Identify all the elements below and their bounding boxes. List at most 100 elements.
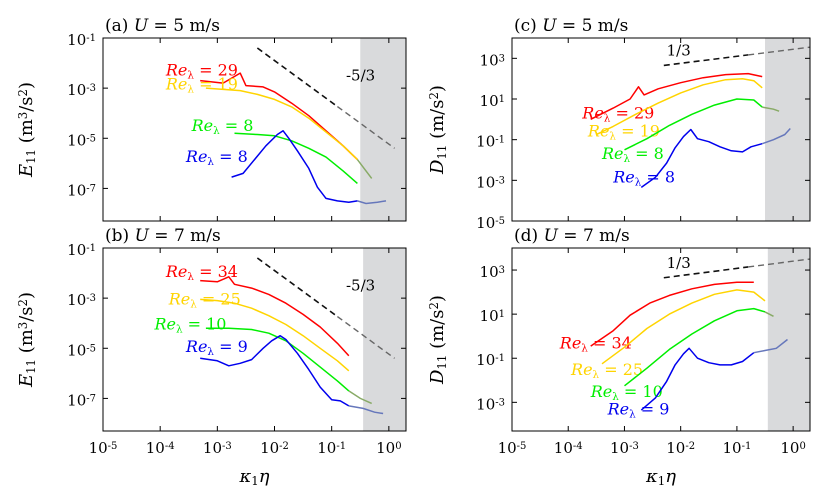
- series-label: Reλ = 8: [185, 147, 248, 168]
- y-tick-label: 10-1: [476, 351, 505, 369]
- x-tick-label: 10-2: [666, 439, 695, 457]
- series-extension: [357, 200, 387, 205]
- series-line: [231, 130, 358, 203]
- plot-frame: [511, 37, 811, 222]
- series-line: [601, 289, 766, 365]
- x-tick-label: 10-1: [317, 439, 346, 457]
- series-label: Reλ = 25: [168, 289, 241, 310]
- series-label: Reλ = 19: [165, 74, 238, 95]
- y-tick-label: 10-3: [67, 81, 96, 99]
- y-tick-label: 101: [480, 307, 505, 325]
- series-label: Reλ = 34: [165, 262, 238, 283]
- slope-label: 1/3: [667, 254, 691, 272]
- y-tick-label: 10-7: [67, 181, 96, 199]
- slope-line-extension: [336, 105, 395, 149]
- series-extension: [753, 338, 788, 354]
- y-tick-label: 10-3: [476, 173, 505, 191]
- series-line: [205, 87, 358, 161]
- x-tick-label: 10-3: [203, 439, 232, 457]
- y-tick-label: 103: [480, 51, 505, 69]
- series-line: [590, 281, 754, 347]
- series-line: [234, 132, 358, 184]
- series-label: Reλ = 8: [601, 144, 664, 165]
- series-line: [595, 77, 763, 136]
- slope-line-extension: [336, 315, 395, 359]
- panel-title: (c) U = 5 m/s: [514, 16, 628, 36]
- series-extension: [356, 159, 373, 179]
- series-extension: [348, 405, 384, 415]
- series-line: [200, 276, 350, 357]
- y-tick-label: 10-5: [476, 214, 505, 232]
- series-line: [590, 72, 763, 120]
- series-label: Reλ = 10: [590, 382, 663, 403]
- y-axis-label: E11 (m3/s2): [16, 82, 38, 178]
- slope-line-extension: [748, 46, 811, 56]
- series-label: Reλ = 10: [153, 314, 226, 335]
- x-axis-label: κ1η: [238, 466, 269, 488]
- x-tick-label: 100: [376, 439, 401, 457]
- shaded-region: [765, 38, 810, 221]
- series-line: [624, 307, 766, 387]
- x-tick-label: 10-5: [498, 439, 527, 457]
- plot-frame: [102, 37, 407, 222]
- x-tick-label: 10-2: [260, 439, 289, 457]
- series-extension: [761, 127, 791, 145]
- y-tick-label: 10-3: [67, 291, 96, 309]
- x-tick-label: 10-5: [89, 439, 118, 457]
- series-label: Reλ = 9: [607, 399, 670, 420]
- series-label: Reλ = 8: [612, 167, 675, 188]
- x-axis-label: κ1η: [645, 466, 676, 488]
- slope-label: 1/3: [667, 41, 691, 59]
- x-tick-label: 10-3: [610, 439, 639, 457]
- series-label: Reλ = 19: [587, 122, 660, 143]
- y-tick-label: 10-1: [67, 31, 96, 49]
- x-tick-label: 10-1: [722, 439, 751, 457]
- series-line: [640, 128, 763, 189]
- slope-line: [663, 54, 749, 67]
- series-label: Reλ = 34: [559, 333, 632, 354]
- slope-label: -5/3: [346, 277, 375, 295]
- series-line: [640, 347, 755, 411]
- series-line: [205, 327, 350, 392]
- panel-title: (b) U = 7 m/s: [105, 226, 221, 246]
- series-extension: [762, 106, 780, 112]
- shaded-region: [360, 38, 406, 221]
- panel-title: (a) U = 5 m/s: [105, 16, 220, 36]
- y-axis-label: E11 (m3/s2): [16, 292, 38, 388]
- series-label: Reλ = 8: [191, 116, 254, 137]
- y-axis-label: D11 (m/s2): [427, 85, 449, 175]
- panel-title: (d) U = 7 m/s: [514, 226, 630, 246]
- x-tick-label: 100: [780, 439, 805, 457]
- plot-frame: [102, 247, 407, 432]
- x-tick-label: 10-4: [146, 439, 175, 457]
- series-line: [200, 298, 350, 372]
- shaded-region: [767, 248, 810, 431]
- x-tick-label: 10-4: [554, 439, 583, 457]
- y-tick-label: 10-5: [67, 341, 96, 359]
- y-tick-label: 101: [480, 92, 505, 110]
- series-extension: [348, 390, 373, 405]
- plot-frame: [511, 247, 811, 432]
- y-tick-label: 10-7: [67, 391, 96, 409]
- y-axis-label: D11 (m/s2): [427, 295, 449, 385]
- y-tick-label: 10-1: [476, 133, 505, 151]
- y-tick-label: 10-1: [67, 241, 96, 259]
- series-line: [200, 334, 350, 407]
- series-label: Reλ = 25: [570, 360, 643, 381]
- slope-line: [256, 257, 338, 318]
- y-tick-label: 103: [480, 263, 505, 281]
- slope-line: [663, 266, 749, 279]
- series-line: [624, 98, 763, 151]
- slope-label: -5/3: [346, 67, 375, 85]
- series-label: Reλ = 29: [581, 103, 654, 124]
- slope-line: [256, 47, 338, 108]
- y-tick-label: 10-3: [476, 395, 505, 413]
- series-label: Reλ = 9: [185, 337, 248, 358]
- slope-line-extension: [748, 258, 811, 268]
- series-label: Reλ = 29: [165, 61, 238, 82]
